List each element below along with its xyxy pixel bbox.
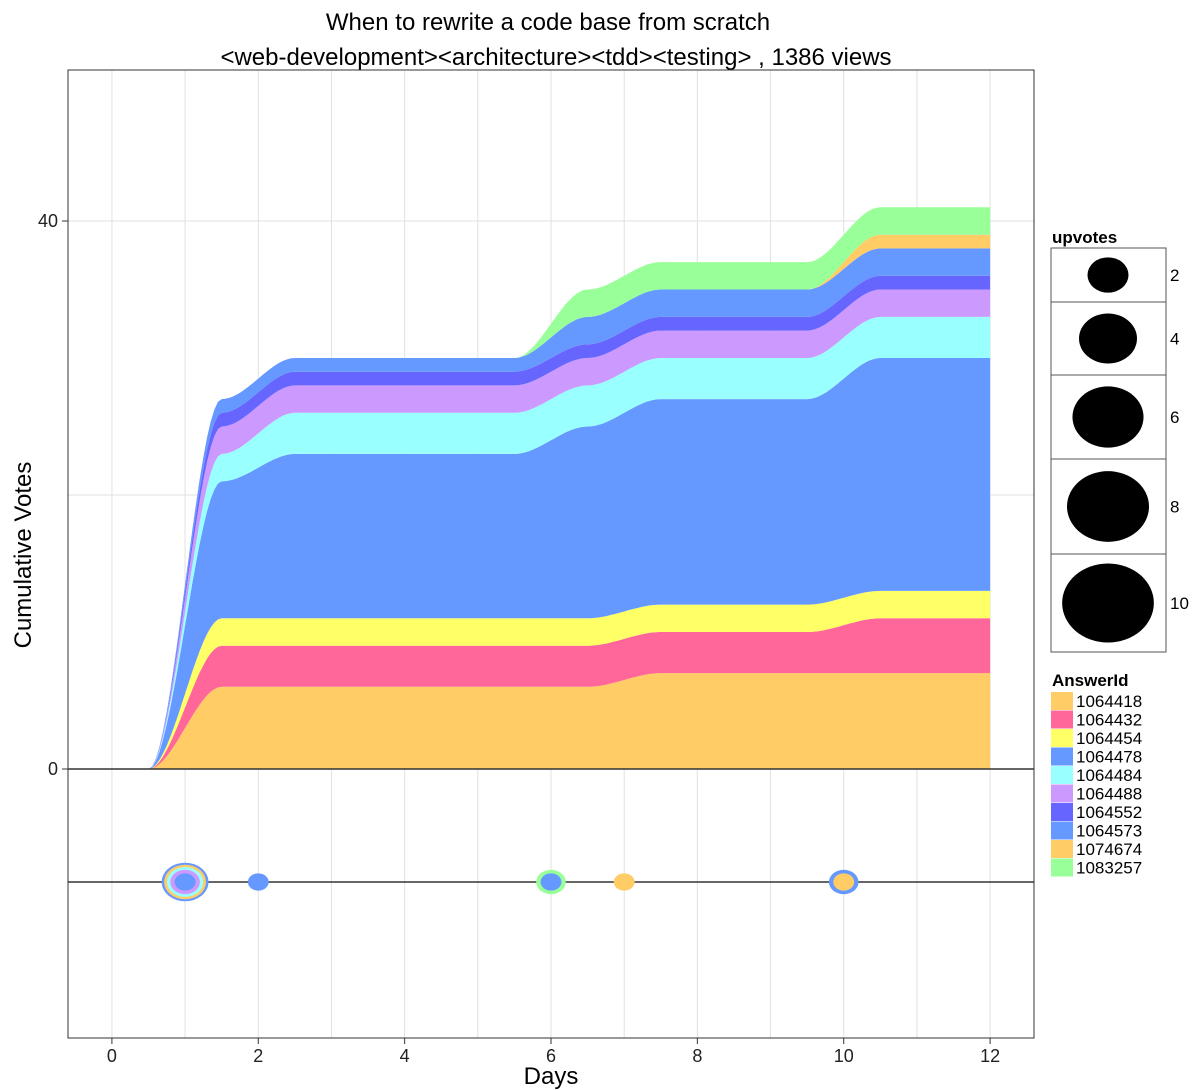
legend-swatch-1064418 [1051, 692, 1073, 710]
legend-label-1064432: 1064432 [1076, 711, 1142, 730]
area-1064418 [111, 673, 991, 769]
color-legend: AnswerId 1064418106443210644541064478106… [1051, 671, 1142, 878]
size-legend-dot [1079, 313, 1137, 364]
legend-swatch-1083257 [1051, 858, 1073, 877]
size-legend-label: 4 [1170, 330, 1179, 349]
size-legend-dot [1066, 471, 1150, 542]
size-legend-dot [1087, 257, 1129, 293]
color-legend-title: AnswerId [1052, 671, 1129, 690]
x-tick-label: 2 [253, 1046, 263, 1066]
legend-label-1083257: 1083257 [1076, 859, 1142, 878]
axes: 0 2 4 6 8 10 12 0 40 [38, 211, 1000, 1066]
legend-swatch-1064488 [1051, 784, 1073, 803]
legend-swatch-1064454 [1051, 729, 1073, 747]
size-legend-label: 10 [1170, 594, 1189, 613]
vote-bubble-1064478 [247, 873, 269, 891]
size-legend: upvotes 2 4 6 8 10 [1050, 228, 1189, 653]
legend-swatch-1074674 [1051, 840, 1073, 858]
area-1064478 [111, 358, 991, 769]
vote-event-bubbles [161, 862, 859, 902]
y-tick-label: 40 [38, 211, 58, 231]
x-tick-label: 6 [546, 1046, 556, 1066]
vote-bubble-1074674 [833, 873, 855, 891]
size-legend-title: upvotes [1052, 228, 1117, 247]
x-tick-label: 12 [980, 1046, 1000, 1066]
legend-label-1064454: 1064454 [1076, 729, 1142, 748]
y-tick-label: 0 [48, 759, 58, 779]
legend-label-1064418: 1064418 [1076, 692, 1142, 711]
legend-label-1064573: 1064573 [1076, 822, 1142, 841]
x-tick-label: 0 [107, 1046, 117, 1066]
size-legend-label: 8 [1170, 498, 1179, 517]
legend-label-1064552: 1064552 [1076, 803, 1142, 822]
area-1064432 [111, 618, 991, 769]
legend-swatch-1064552 [1051, 803, 1073, 821]
size-legend-label: 6 [1170, 408, 1179, 427]
x-tick-label: 8 [692, 1046, 702, 1066]
legend-swatch-1064484 [1051, 766, 1073, 784]
vote-bubble-1064478 [174, 873, 196, 891]
legend-label-1074674: 1074674 [1076, 840, 1142, 859]
legend-label-1064478: 1064478 [1076, 748, 1142, 767]
area-1064454 [111, 590, 991, 769]
x-axis-label: Days [524, 1063, 579, 1090]
chart-subtitle: <web-development><architecture><tdd><tes… [220, 44, 891, 71]
chart-title: When to rewrite a code base from scratch [326, 9, 770, 36]
legend-label-1064488: 1064488 [1076, 785, 1142, 804]
x-tick-label: 4 [400, 1046, 410, 1066]
legend-swatch-1064478 [1051, 747, 1073, 766]
stacked-areas [111, 207, 991, 770]
legend-swatch-1064432 [1051, 710, 1073, 729]
legend-swatch-1064573 [1051, 821, 1073, 840]
y-axis-label: Cumulative Votes [10, 462, 37, 649]
area-1064488 [111, 289, 991, 769]
x-tick-label: 10 [834, 1046, 854, 1066]
vote-bubble-1064418 [613, 873, 635, 891]
size-legend-label: 2 [1170, 266, 1179, 285]
chart-title-group: When to rewrite a code base from scratch… [220, 9, 891, 71]
legend-label-1064484: 1064484 [1076, 766, 1142, 785]
area-1064484 [111, 316, 991, 769]
size-legend-dot [1072, 386, 1144, 448]
size-legend-dot [1062, 563, 1154, 643]
area-1064573 [111, 248, 991, 769]
vote-bubble-1064478 [540, 873, 562, 891]
